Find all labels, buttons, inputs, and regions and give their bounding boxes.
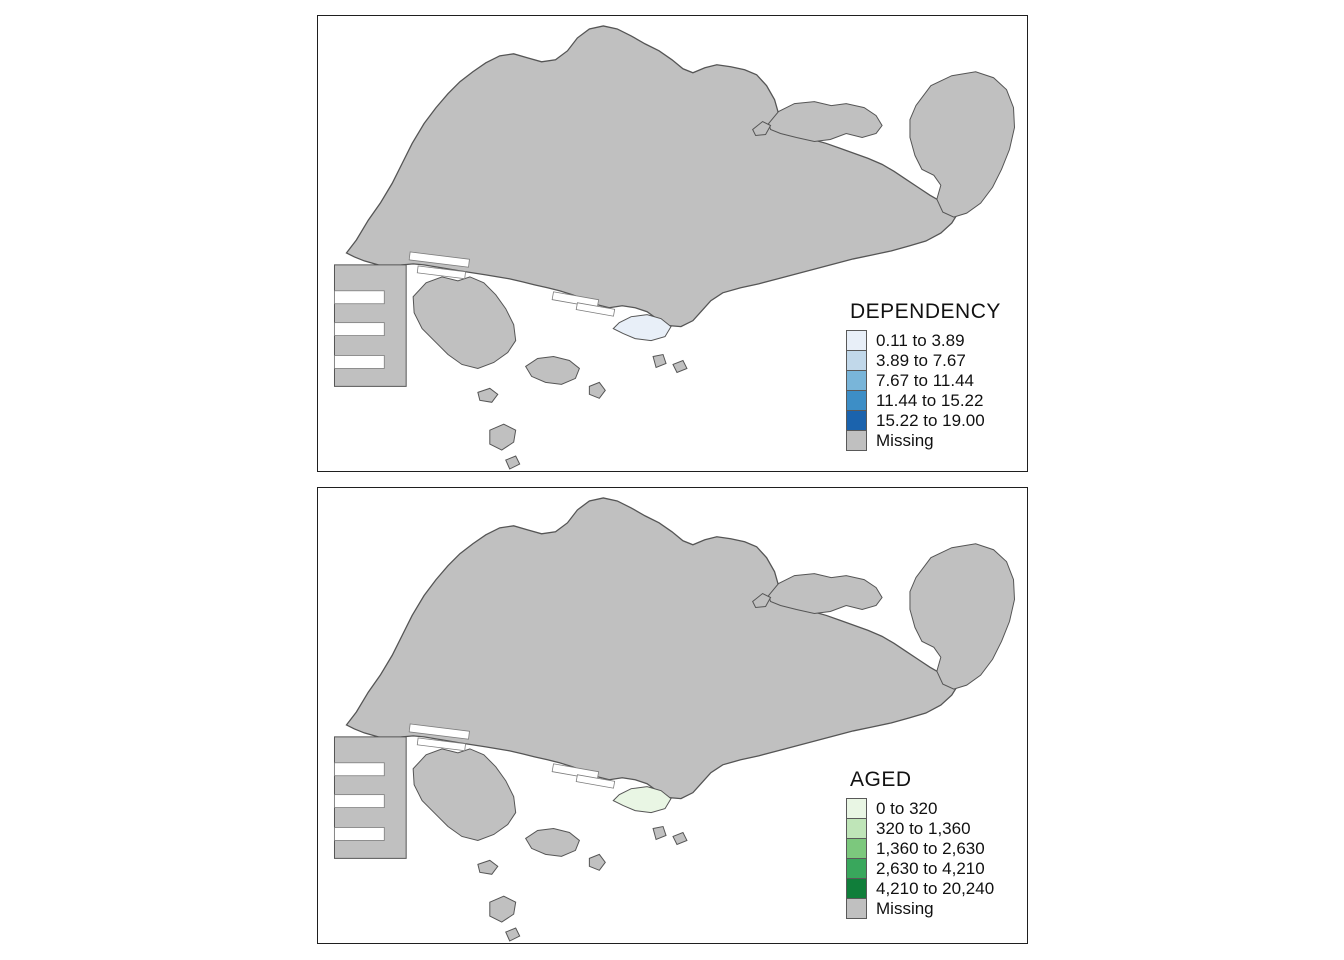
legend-label: Missing <box>876 898 934 918</box>
legend-swatch <box>846 330 867 351</box>
legend-label: 11.44 to 15.22 <box>876 390 984 410</box>
st-john-island <box>652 825 667 841</box>
pulau-hantu <box>477 859 499 875</box>
legend-item: 11.44 to 15.22 <box>846 390 1001 411</box>
pulau-tekong <box>909 71 1015 218</box>
pulau-tekong <box>909 543 1015 690</box>
legend-item: 0 to 320 <box>846 798 994 819</box>
legend-label: 2,630 to 4,210 <box>876 858 985 878</box>
legend-item: 1,360 to 2,630 <box>846 838 994 859</box>
ubin-west-islet <box>752 120 772 137</box>
jurong-island <box>412 276 517 369</box>
pulau-hantu <box>477 387 499 403</box>
legend-item: 2,630 to 4,210 <box>846 858 994 879</box>
legend-item: 4,210 to 20,240 <box>846 878 994 899</box>
pulau-jong <box>505 927 521 942</box>
aged-legend: AGED 0 to 320 320 to 1,360 1,360 to 2,630 2… <box>846 768 994 919</box>
pulau-semakau <box>489 895 517 923</box>
aged-legend-items: 0 to 320 320 to 1,360 1,360 to 2,630 2,630 … <box>846 798 994 919</box>
pulau-sebarok <box>588 853 606 871</box>
pulau-ubin <box>768 573 883 614</box>
legend-item: 15.22 to 19.00 <box>846 410 1001 431</box>
legend-swatch <box>846 818 867 839</box>
legend-swatch <box>846 390 867 411</box>
legend-item: Missing <box>846 898 994 919</box>
legend-item: 0.11 to 3.89 <box>846 330 1001 351</box>
pulau-bukom <box>524 355 581 385</box>
legend-swatch <box>846 838 867 859</box>
legend-item: Missing <box>846 430 1001 451</box>
pulau-ubin <box>768 101 883 142</box>
pulau-bukom <box>524 827 581 857</box>
legend-label: 4,210 to 20,240 <box>876 878 995 898</box>
legend-swatch <box>846 430 867 451</box>
sentosa <box>612 314 672 342</box>
dependency-choropleth-map <box>333 25 1015 470</box>
pulau-semakau <box>489 423 517 451</box>
legend-swatch <box>846 798 867 819</box>
legend-swatch <box>846 878 867 899</box>
aged-panel: AGED 0 to 320 320 to 1,360 1,360 to 2,630 2… <box>317 487 1028 944</box>
ubin-west-islet <box>752 592 772 609</box>
pulau-sebarok <box>588 381 606 399</box>
legend-label: 7.67 to 11.44 <box>876 370 974 390</box>
legend-swatch <box>846 370 867 391</box>
legend-label: 15.22 to 19.00 <box>876 410 985 430</box>
legend-label: 0.11 to 3.89 <box>876 330 965 350</box>
dependency-legend: DEPENDENCY 0.11 to 3.89 3.89 to 7.67 7.67 … <box>846 300 1001 451</box>
st-john-island <box>652 353 667 369</box>
legend-swatch <box>846 410 867 431</box>
legend-swatch <box>846 350 867 371</box>
jurong-island <box>412 748 517 841</box>
dependency-legend-title: DEPENDENCY <box>850 300 1001 323</box>
legend-label: 320 to 1,360 <box>876 818 971 838</box>
legend-swatch <box>846 898 867 919</box>
sisters-island <box>672 831 688 846</box>
legend-item: 320 to 1,360 <box>846 818 994 839</box>
sentosa <box>612 786 672 814</box>
aged-choropleth-map <box>333 497 1015 942</box>
dependency-legend-items: 0.11 to 3.89 3.89 to 7.67 7.67 to 11.44 11.… <box>846 330 1001 451</box>
legend-item: 7.67 to 11.44 <box>846 370 1001 391</box>
pulau-jong <box>505 455 521 470</box>
aged-legend-title: AGED <box>850 768 912 791</box>
legend-label: 3.89 to 7.67 <box>876 350 966 370</box>
legend-label: 0 to 320 <box>876 798 938 818</box>
legend-swatch <box>846 858 867 879</box>
legend-label: Missing <box>876 430 934 450</box>
dependency-panel: DEPENDENCY 0.11 to 3.89 3.89 to 7.67 7.67 … <box>317 15 1028 472</box>
legend-label: 1,360 to 2,630 <box>876 838 985 858</box>
legend-item: 3.89 to 7.67 <box>846 350 1001 371</box>
sisters-island <box>672 359 688 374</box>
